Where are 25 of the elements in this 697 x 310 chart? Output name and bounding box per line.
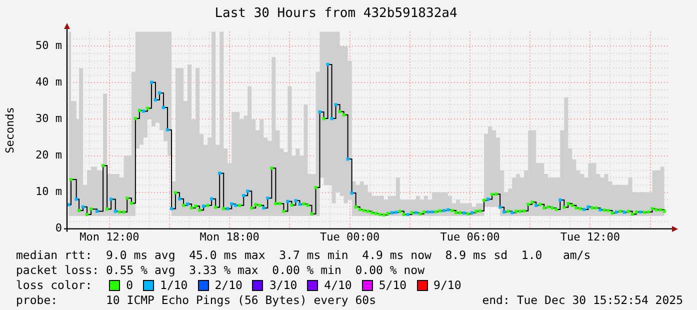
x-tick-label: Mon 18:00: [200, 230, 260, 244]
legend-label: 0: [126, 278, 134, 292]
x-tick-label: Tue 06:00: [440, 230, 500, 244]
y-axis-title: Seconds: [3, 107, 16, 154]
legend-label: 5/10: [378, 278, 407, 292]
x-tick-label: Tue 00:00: [320, 230, 380, 244]
text: probe: 10 ICMP Echo Pings (56 Bytes) every 60s: [16, 293, 376, 307]
legend-label: 9/10: [434, 278, 462, 292]
x-tick-label: Tue 12:00: [560, 230, 620, 244]
legend-label: 2/10: [214, 278, 242, 292]
legend-label: 1/10: [160, 278, 188, 292]
legend-title: loss color:: [16, 278, 94, 292]
chart-title: Last 30 Hours from 432b591832a4: [214, 6, 458, 22]
text: median rtt: 9.0 ms avg 45.0 ms max 3.7 ms min 4.9 ms now 8.9 ms sd 1.0 am/s: [16, 248, 591, 262]
text: end: Tue Dec 30 15:52:54 2025: [482, 293, 683, 307]
y-tick-label: 0: [55, 222, 62, 235]
y-tick-label: 20 m: [36, 148, 62, 162]
text: packet loss: 0.55 % avg 3.33 % max 0.00 % min 0.00 % now: [16, 263, 424, 277]
y-tick-label: 40 m: [36, 76, 62, 89]
y-tick-label: 30 m: [36, 112, 62, 126]
y-tick-label: 10 m: [36, 185, 62, 198]
y-tick-label: 50 m: [36, 39, 62, 52]
legend-label: 3/10: [269, 278, 298, 292]
x-tick-label: Mon 12:00: [80, 230, 140, 244]
legend-label: 4/10: [324, 278, 352, 292]
